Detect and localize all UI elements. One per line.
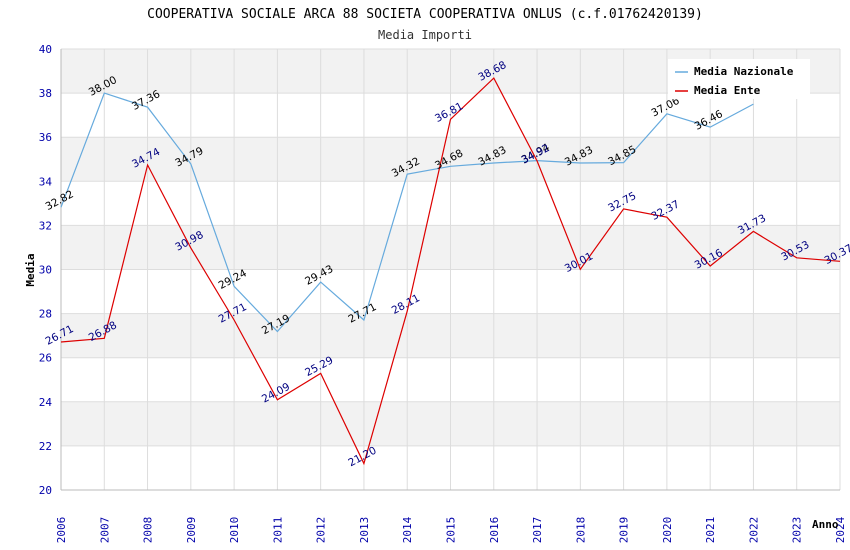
legend-box bbox=[668, 59, 810, 99]
series-group bbox=[60, 77, 841, 466]
x-tick-label-2021: 2021 bbox=[704, 517, 717, 544]
x-tick-label-2017: 2017 bbox=[531, 517, 544, 544]
x-tick-label-2022: 2022 bbox=[747, 517, 760, 544]
legend: Media Nazionale Media Ente bbox=[668, 59, 810, 99]
x-tick-label-2008: 2008 bbox=[142, 517, 155, 544]
y-tick-label: 38 bbox=[39, 87, 52, 100]
x-tick-label-2007: 2007 bbox=[98, 517, 111, 544]
x-tick-label-2006: 2006 bbox=[55, 517, 68, 544]
x-tick-label-2023: 2023 bbox=[791, 517, 804, 544]
series-line-ente bbox=[60, 77, 841, 466]
x-tick-label-2011: 2011 bbox=[271, 517, 284, 544]
y-tick-label: 20 bbox=[39, 484, 52, 497]
y-tick-label: 24 bbox=[39, 396, 53, 409]
x-tick-label-2020: 2020 bbox=[661, 517, 674, 544]
chart-subtitle: Media Importi bbox=[378, 28, 472, 42]
x-tick-label-2010: 2010 bbox=[228, 517, 241, 544]
y-axis-ticks: 20 22 24 26 28 30 32 34 36 38 40 bbox=[39, 43, 53, 497]
x-tick-label-2024: 2024 bbox=[834, 516, 847, 543]
x-tick-label-2013: 2013 bbox=[358, 517, 371, 544]
x-tick-label-2014: 2014 bbox=[401, 516, 414, 543]
x-tick-label-2018: 2018 bbox=[574, 517, 587, 544]
y-tick-label: 28 bbox=[39, 308, 52, 321]
x-tick-label-2012: 2012 bbox=[315, 517, 328, 544]
y-tick-label: 22 bbox=[39, 440, 52, 453]
x-axis-ticks: 2006 2007 2008 2009 2010 2011 2012 2013 2014 2015… bbox=[55, 516, 847, 543]
x-axis-label: Anno bbox=[812, 518, 839, 531]
y-tick-label: 34 bbox=[39, 175, 53, 188]
y-tick-label: 26 bbox=[39, 352, 52, 365]
x-tick-label-2015: 2015 bbox=[445, 517, 458, 544]
x-tick-label-2009: 2009 bbox=[185, 517, 198, 544]
grid-lines bbox=[60, 48, 841, 491]
legend-label-nazionale: Media Nazionale bbox=[694, 65, 794, 78]
chart-title: COOPERATIVA SOCIALE ARCA 88 SOCIETA COOP… bbox=[147, 7, 703, 22]
y-tick-label: 40 bbox=[39, 43, 52, 56]
y-axis-label: Media bbox=[24, 253, 37, 286]
y-tick-label: 32 bbox=[39, 219, 52, 232]
y-tick-label: 30 bbox=[39, 264, 52, 277]
y-tick-label: 36 bbox=[39, 131, 52, 144]
x-tick-label-2019: 2019 bbox=[618, 517, 631, 544]
x-tick-label-2016: 2016 bbox=[488, 517, 501, 544]
series-line-nazionale bbox=[60, 92, 754, 333]
legend-label-ente: Media Ente bbox=[694, 84, 761, 97]
